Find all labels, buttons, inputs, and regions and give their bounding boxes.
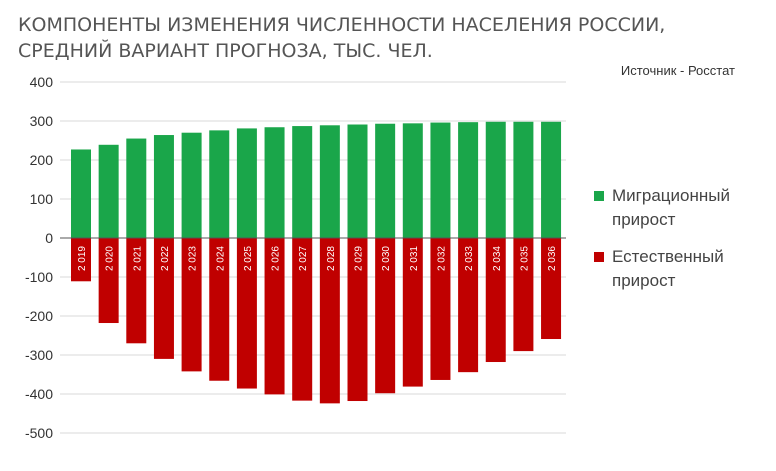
migration-bar <box>126 138 147 238</box>
migration-bar <box>236 128 257 238</box>
migration-bar <box>541 121 562 238</box>
migration-bar <box>319 125 340 238</box>
legend-item-natural: Естественный прирост <box>594 245 762 293</box>
legend-label-migration: Миграционный прирост <box>612 186 730 229</box>
chart-title: КОМПОНЕНТЫ ИЗМЕНЕНИЯ ЧИСЛЕННОСТИ НАСЕЛЕН… <box>18 12 665 64</box>
x-category-label: 2 025 <box>243 246 254 271</box>
migration-bar <box>71 149 91 238</box>
natural-bar <box>513 238 534 352</box>
migration-bar <box>375 123 396 238</box>
natural-bar <box>485 238 506 363</box>
x-category-label: 2 020 <box>105 246 116 271</box>
x-category-label: 2 028 <box>326 246 337 271</box>
x-category-label: 2 036 <box>547 246 558 271</box>
x-category-label: 2 034 <box>492 246 503 271</box>
migration-bar <box>209 130 230 238</box>
migration-bar <box>347 124 368 238</box>
y-tick-label: 0 <box>45 230 53 246</box>
natural-bar <box>292 238 313 401</box>
y-tick-label: 200 <box>30 152 54 168</box>
x-category-label: 2 035 <box>519 246 530 271</box>
x-category-label: 2 019 <box>77 246 88 271</box>
migration-bar <box>153 135 174 238</box>
y-tick-label: -100 <box>25 269 53 285</box>
natural-bar <box>153 238 174 359</box>
natural-bar <box>319 238 340 404</box>
source-note: Источник - Росстат <box>620 63 735 78</box>
chart-title-line-1: КОМПОНЕНТЫ ИЗМЕНЕНИЯ ЧИСЛЕННОСТИ НАСЕЛЕН… <box>18 14 666 36</box>
natural-bar <box>209 238 230 381</box>
x-category-label: 2 026 <box>271 246 282 271</box>
legend-item-migration: Миграционный прирост <box>594 184 762 232</box>
x-category-label: 2 029 <box>354 246 365 271</box>
natural-bar <box>458 238 479 373</box>
natural-bar <box>126 238 147 344</box>
natural-bar <box>541 238 562 340</box>
x-category-label: 2 032 <box>436 246 447 271</box>
natural-bar <box>236 238 257 389</box>
y-tick-label: -400 <box>25 386 53 402</box>
natural-bar <box>264 238 285 395</box>
y-tick-label: 100 <box>30 191 54 207</box>
migration-bar <box>485 121 506 238</box>
natural-bar <box>98 238 119 324</box>
natural-bar <box>375 238 396 394</box>
migration-bar <box>181 132 202 238</box>
legend-label-natural: Естественный прирост <box>612 247 724 290</box>
x-category-label: 2 031 <box>409 246 420 271</box>
natural-bar <box>71 238 91 282</box>
migration-bar <box>430 122 451 238</box>
x-category-label: 2 024 <box>215 246 226 271</box>
y-tick-label: -200 <box>25 308 53 324</box>
legend-swatch-migration <box>594 191 604 201</box>
migration-bar <box>513 121 534 238</box>
y-tick-label: -300 <box>25 347 53 363</box>
y-tick-label: 400 <box>30 74 54 90</box>
x-category-label: 2 022 <box>160 246 171 271</box>
y-tick-label: 300 <box>30 113 54 129</box>
x-category-label: 2 027 <box>298 246 309 271</box>
migration-bar <box>402 123 423 238</box>
x-category-label: 2 030 <box>381 246 392 271</box>
x-category-label: 2 023 <box>188 246 199 271</box>
natural-bar <box>402 238 423 387</box>
migration-bar <box>292 126 313 238</box>
migration-bar <box>264 127 285 238</box>
x-category-label: 2 021 <box>132 246 143 271</box>
natural-bar <box>347 238 368 402</box>
migration-bar <box>458 122 479 238</box>
y-tick-label: -500 <box>25 425 53 441</box>
natural-bar <box>430 238 451 380</box>
chart-title-line-2: СРЕДНИЙ ВАРИАНТ ПРОГНОЗА, ТЫС. ЧЕЛ. <box>18 40 433 62</box>
natural-bar <box>181 238 202 372</box>
migration-bar <box>98 144 119 238</box>
legend-swatch-natural <box>594 252 604 262</box>
x-category-label: 2 033 <box>464 246 475 271</box>
